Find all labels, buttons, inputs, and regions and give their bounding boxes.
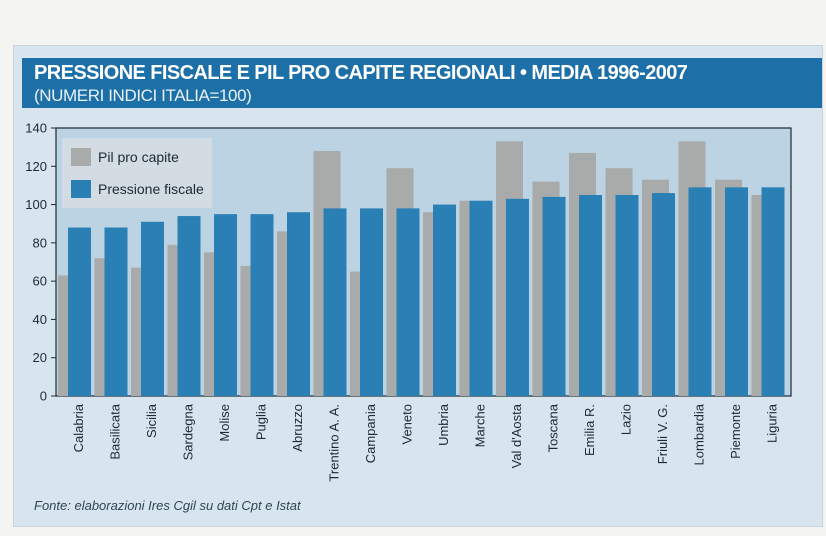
x-category-label: Piemonte xyxy=(728,404,743,459)
bar-pressione-fiscale xyxy=(360,208,383,396)
bar-pressione-fiscale xyxy=(433,204,456,396)
bar-pressione-fiscale xyxy=(688,187,712,396)
bar-pressione-fiscale xyxy=(542,196,566,396)
y-tick-label: 120 xyxy=(25,159,47,174)
bar-pressione-fiscale xyxy=(506,198,529,396)
x-category-label: Lazio xyxy=(619,404,634,435)
x-category-label: Friuli V. G. xyxy=(655,404,670,464)
y-tick-label: 60 xyxy=(33,274,47,289)
bar-pressione-fiscale xyxy=(141,221,164,396)
x-category-label: Campania xyxy=(363,403,378,463)
source-note: Fonte: elaborazioni Ires Cgil su dati Cp… xyxy=(34,498,301,513)
x-category-label: Abruzzo xyxy=(290,404,305,452)
x-category-label: Sicilia xyxy=(144,403,159,438)
bar-pressione-fiscale xyxy=(761,187,785,396)
x-category-label: Marche xyxy=(473,404,488,447)
y-tick-label: 0 xyxy=(40,389,47,404)
x-category-label: Emilia R. xyxy=(582,404,597,456)
x-category-label: Calabria xyxy=(71,403,86,452)
bar-pressione-fiscale xyxy=(177,216,201,396)
title-banner xyxy=(22,58,822,108)
y-tick-label: 140 xyxy=(25,121,47,136)
x-category-label: Basilicata xyxy=(108,403,123,459)
x-category-label: Umbria xyxy=(436,403,451,446)
legend: Pil pro capite Pressione fiscale xyxy=(62,138,212,208)
bar-pressione-fiscale xyxy=(615,195,639,396)
legend-label-pil: Pil pro capite xyxy=(98,149,179,165)
bar-pressione-fiscale xyxy=(287,212,310,396)
legend-swatch-pil xyxy=(71,148,91,166)
x-category-label: Trentino A. A. xyxy=(327,404,342,482)
x-category-label: Sardegna xyxy=(181,403,196,460)
bar-pressione-fiscale xyxy=(323,208,347,396)
y-axis: 0 20 40 60 80 100 120 140 xyxy=(25,121,56,404)
x-category-label: Lombardia xyxy=(692,403,707,465)
bar-pressione-fiscale xyxy=(652,193,675,396)
x-axis-labels: Calabria Basilicata Sicilia Sardegna Molise P… xyxy=(71,403,780,481)
bar-pressione-fiscale xyxy=(469,200,493,396)
x-category-label: Toscana xyxy=(546,403,561,452)
x-category-label: Val d'Aosta xyxy=(509,403,524,468)
y-tick-label: 20 xyxy=(33,350,47,365)
bar-pressione-fiscale xyxy=(579,195,602,396)
bar-pressione-fiscale xyxy=(250,214,274,396)
y-tick-label: 80 xyxy=(33,235,47,250)
bar-pressione-fiscale xyxy=(68,227,91,396)
x-category-label: Puglia xyxy=(254,403,269,440)
bar-pressione-fiscale xyxy=(104,227,128,396)
bar-pressione-fiscale xyxy=(214,214,237,396)
y-tick-label: 40 xyxy=(33,312,47,327)
chart-subtitle: (NUMERI INDICI ITALIA=100) xyxy=(34,86,252,105)
x-category-label: Liguria xyxy=(765,403,780,443)
x-category-label: Molise xyxy=(217,404,232,442)
x-category-label: Veneto xyxy=(400,404,415,445)
y-tick-label: 100 xyxy=(25,197,47,212)
chart-title: PRESSIONE FISCALE E PIL PRO CAPITE REGIO… xyxy=(34,62,688,84)
bar-pressione-fiscale xyxy=(396,208,420,396)
bars xyxy=(58,141,785,396)
legend-label-pressione: Pressione fiscale xyxy=(98,181,204,197)
bar-pressione-fiscale xyxy=(725,187,748,396)
legend-swatch-pressione xyxy=(71,180,91,198)
